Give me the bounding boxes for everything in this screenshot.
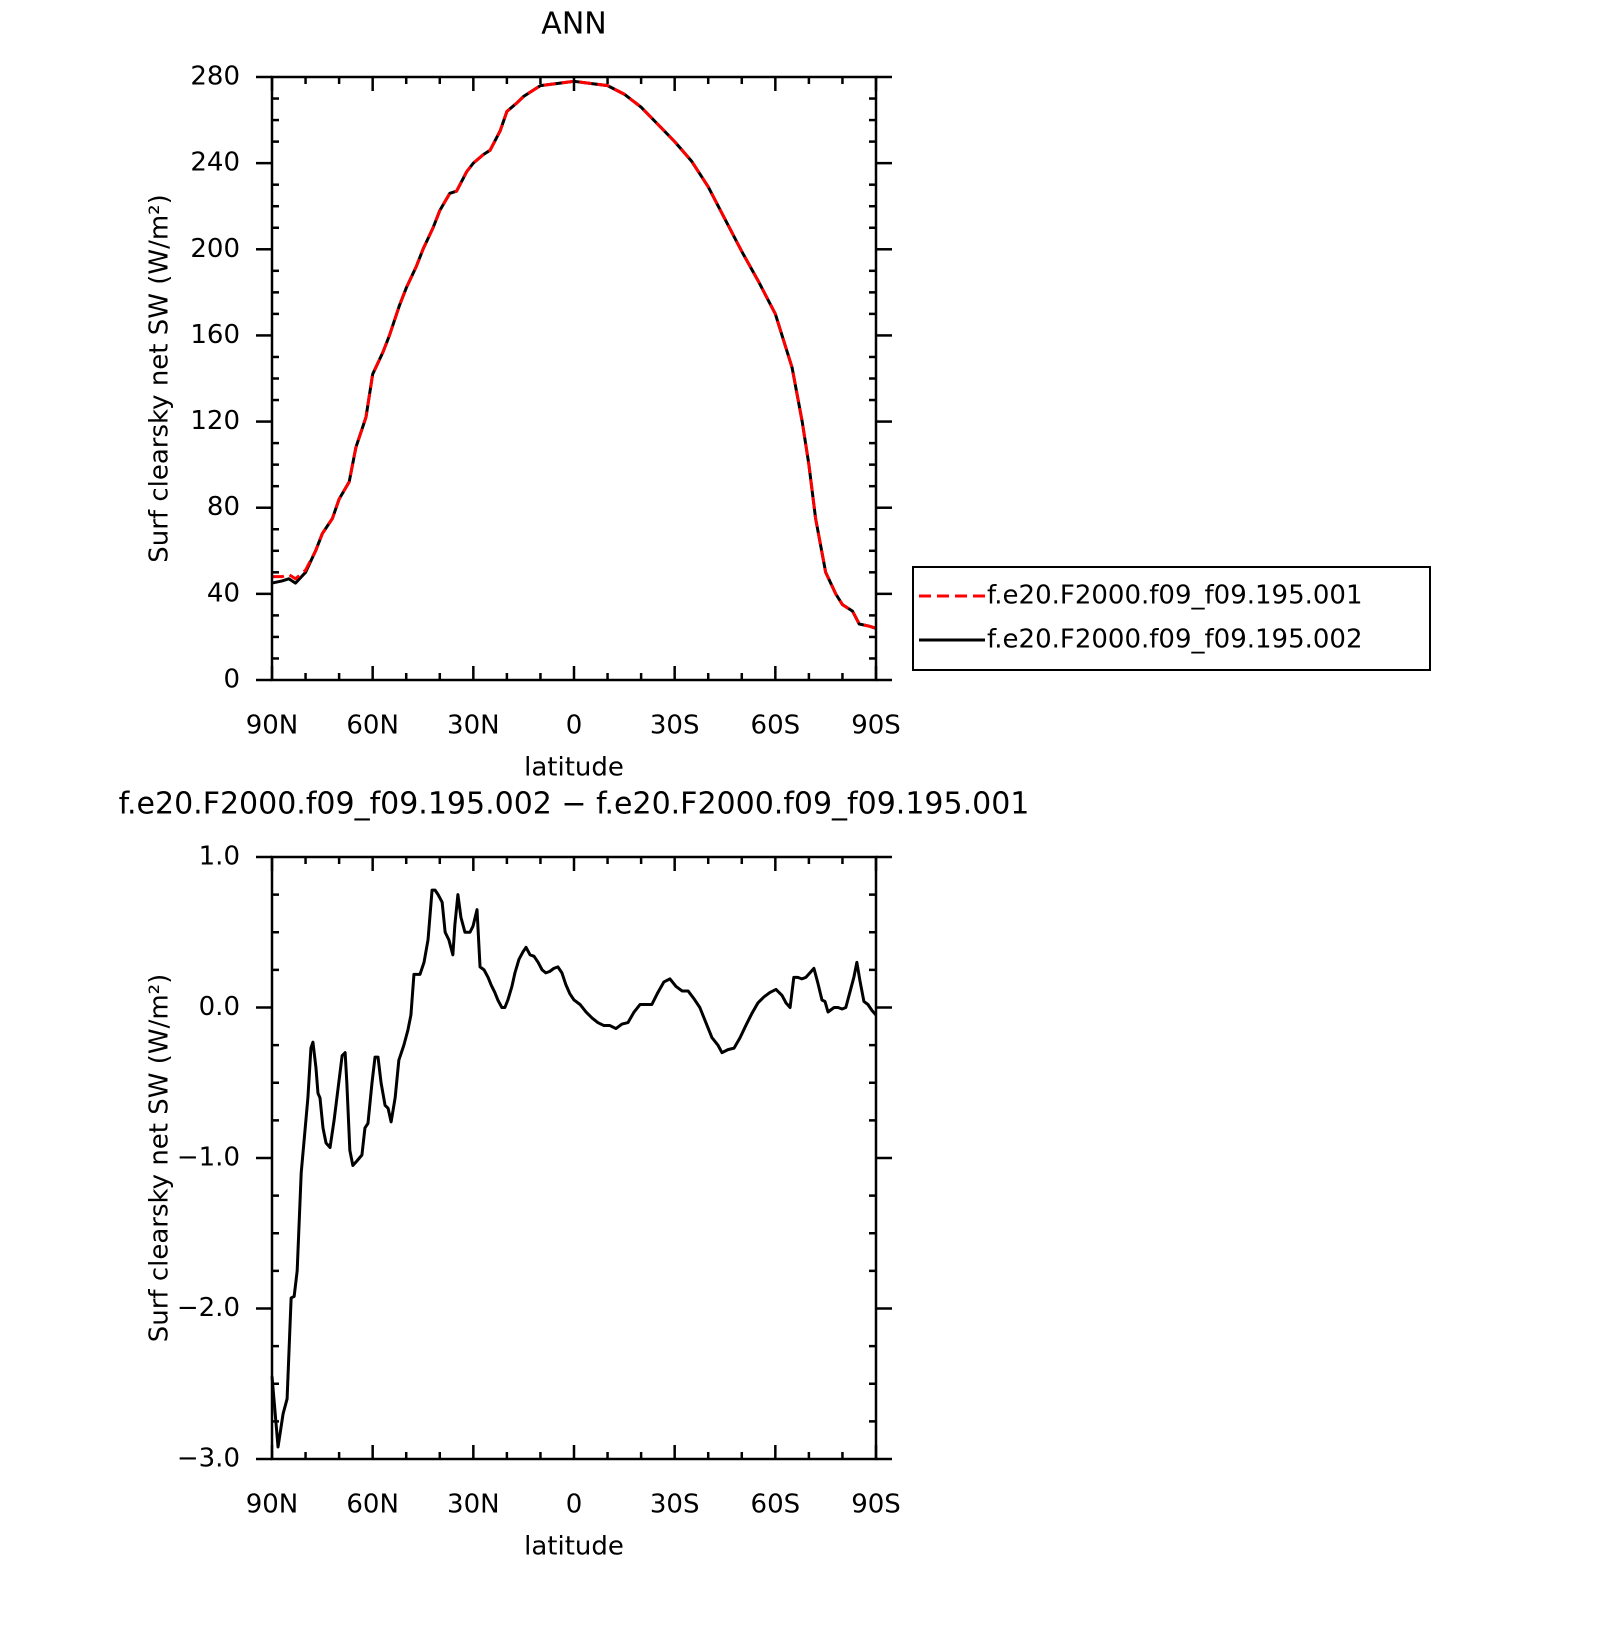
- x-tick-label: 0: [566, 1490, 583, 1520]
- data-line: [272, 79, 877, 630]
- x-tick-label: 60S: [751, 711, 801, 741]
- x-axis-label: latitude: [524, 1532, 624, 1562]
- y-tick-label: 1.0: [199, 842, 240, 872]
- data-line: [270, 888, 878, 1449]
- plot-frame: [270, 75, 878, 682]
- data-line: [271, 79, 877, 630]
- legend-label: f.e20.F2000.f09_f09.195.002: [987, 625, 1363, 655]
- x-tick-label: 60N: [346, 711, 399, 741]
- y-tick-label: 240: [190, 148, 240, 178]
- x-tick-label: 60N: [346, 1490, 399, 1520]
- x-tick-label: 30S: [650, 711, 700, 741]
- y-tick-label: −2.0: [177, 1293, 240, 1323]
- x-tick-label: 0: [566, 711, 583, 741]
- x-tick-label: 30N: [447, 711, 500, 741]
- x-tick-label: 90S: [851, 711, 901, 741]
- legend-label: f.e20.F2000.f09_f09.195.001: [987, 581, 1363, 611]
- x-axis-label: latitude: [524, 753, 624, 783]
- x-tick-label: 90S: [851, 1490, 901, 1520]
- chart-title: f.e20.F2000.f09_f09.195.002 − f.e20.F200…: [119, 787, 1030, 822]
- y-tick-label: −3.0: [177, 1444, 240, 1474]
- y-tick-label: 120: [190, 406, 240, 436]
- y-axis-label: Surf clearsky net SW (W/m²): [145, 194, 175, 562]
- y-tick-label: 0: [223, 665, 240, 695]
- x-tick-label: 90N: [246, 1490, 299, 1520]
- y-axis-label: Surf clearsky net SW (W/m²): [145, 974, 175, 1342]
- y-tick-label: 80: [207, 492, 240, 522]
- y-tick-label: −1.0: [177, 1143, 240, 1173]
- x-tick-label: 60S: [751, 1490, 801, 1520]
- x-tick-label: 90N: [246, 711, 299, 741]
- chart-title: ANN: [541, 7, 606, 42]
- plot-frame: [270, 855, 878, 1461]
- x-tick-label: 30S: [650, 1490, 700, 1520]
- x-tick-label: 30N: [447, 1490, 500, 1520]
- y-tick-label: 160: [190, 320, 240, 350]
- y-tick-label: 0.0: [199, 992, 240, 1022]
- y-tick-label: 40: [207, 578, 240, 608]
- y-tick-label: 280: [190, 62, 240, 92]
- y-tick-label: 200: [190, 234, 240, 264]
- legend-box: [912, 566, 1431, 671]
